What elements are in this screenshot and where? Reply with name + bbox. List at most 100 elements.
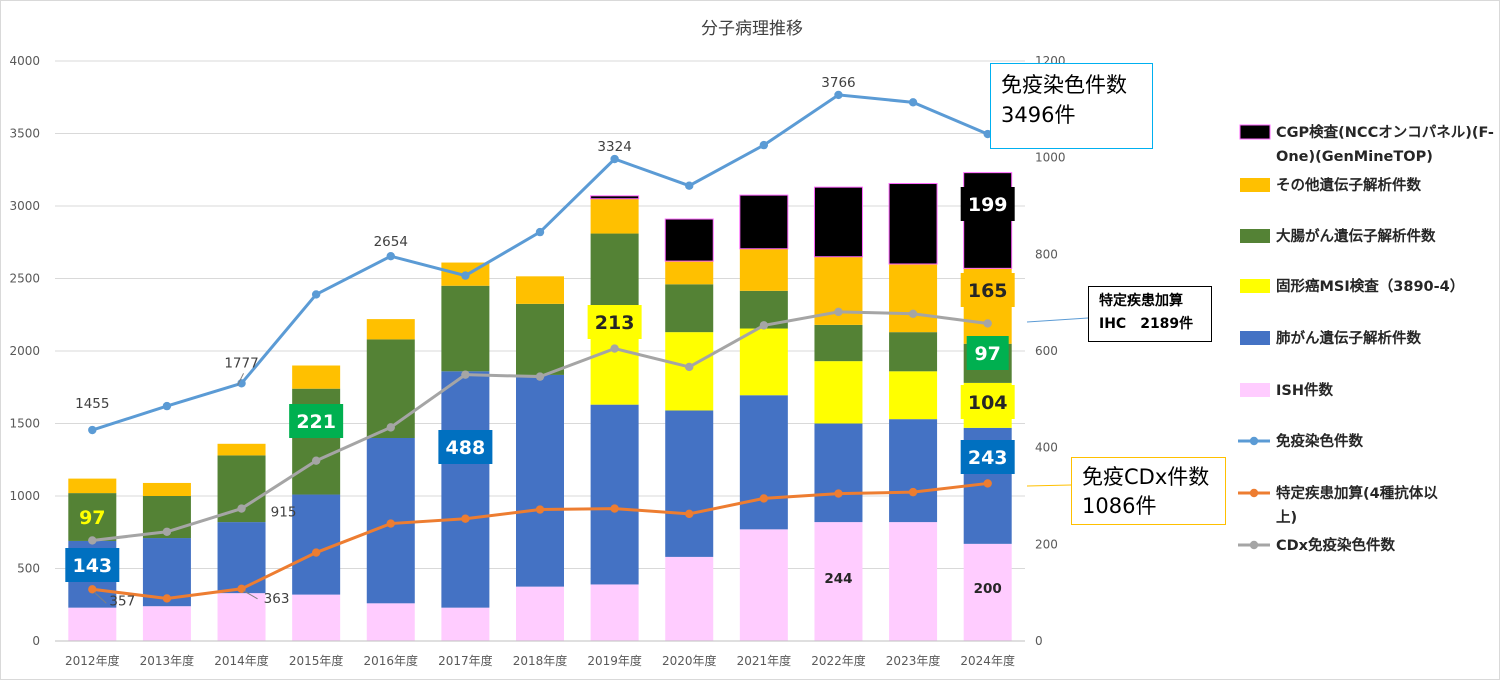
series-point [610, 154, 619, 164]
series-point [162, 527, 172, 536]
y-left-tick-label: 3500 [9, 127, 40, 141]
legend-label: 大腸がん遺伝子解析件数 [1276, 227, 1436, 245]
y-left-tick-label: 4000 [9, 54, 40, 68]
series-point [759, 321, 769, 330]
bar-segment [292, 494, 341, 595]
y-left-tick-label: 1500 [9, 417, 40, 431]
bar-segment [889, 371, 938, 420]
series-point [908, 98, 918, 107]
series-point [461, 370, 470, 379]
bar-segment [889, 264, 938, 333]
data-label: 3324 [597, 139, 631, 155]
series-point [685, 509, 694, 519]
callout-immuno-line2: 3496件 [1001, 103, 1076, 127]
legend-swatch [1240, 229, 1270, 243]
legend-swatch [1240, 178, 1270, 192]
bar-segment [888, 183, 938, 265]
callout-immuno-count: 免疫染色件数 3496件 [990, 63, 1153, 149]
callout-tokutei-line1: 特定疾患加算 [1099, 293, 1183, 309]
series-point [983, 129, 992, 139]
bar-segment [142, 482, 191, 496]
bar-segment [68, 607, 117, 641]
series-point [908, 487, 918, 497]
legend-swatch [1240, 279, 1270, 293]
callout-connector [1026, 484, 1072, 487]
bar-segment [739, 529, 788, 641]
series-point [237, 504, 246, 513]
bar-segment [813, 186, 863, 258]
y-left-tick-label: 0 [32, 634, 40, 648]
boxed-label-bg [587, 305, 642, 339]
data-label: 1455 [75, 396, 109, 412]
boxed-label-bg [960, 187, 1015, 221]
bar-segment [889, 522, 938, 641]
bar-segment [814, 522, 863, 641]
bar-segment [142, 606, 191, 641]
x-tick-label: 2023年度 [886, 653, 941, 668]
callout-cdx-count: 免疫CDx件数 1086件 [1071, 457, 1226, 525]
callout-connectors [1026, 317, 1089, 487]
bar-segment [590, 195, 640, 200]
series-point [834, 307, 843, 317]
boxed-label: 199 [968, 194, 1008, 216]
bar-segment [590, 404, 639, 585]
legend-label: 固形癌MSI検査（3890-4） [1276, 277, 1464, 295]
bar-segment [665, 556, 714, 641]
legend-marker [1249, 436, 1259, 446]
bar-segment [441, 371, 490, 608]
x-tick-label: 2013年度 [140, 653, 195, 668]
series-point [834, 90, 843, 100]
x-tick-label: 2019年度 [587, 653, 642, 668]
series-point [610, 504, 619, 513]
legend-label: 上) [1276, 509, 1297, 526]
bar-segment [739, 194, 789, 250]
y-right-tick-label: 600 [1035, 344, 1058, 358]
leader-line [237, 373, 244, 386]
series-point [162, 401, 172, 411]
callout-connector [1026, 317, 1089, 323]
bar-segment [665, 332, 714, 411]
labels-group: 1455 1777 2654 3324 3766 357 363 915 143 97 221 488… [65, 75, 1015, 609]
bar-segment [217, 593, 266, 641]
y-left-tick-label: 2500 [9, 272, 40, 286]
series-point [461, 514, 470, 523]
bar-segment [665, 261, 714, 285]
bar-segment [590, 332, 639, 405]
bar-segment [665, 284, 714, 333]
bar-segment [963, 543, 1012, 641]
bar-segment [366, 319, 415, 340]
series-point [386, 423, 395, 432]
y-left-tick-label: 1000 [9, 489, 40, 503]
series-point [162, 594, 172, 603]
x-tick-label: 2021年度 [737, 653, 792, 668]
axes-group: 0 500 1000 1500 2000 2500 3000 3500 4000 0 200 400 6… [9, 54, 1065, 668]
boxed-label-bg [960, 273, 1015, 307]
bar-segment [217, 443, 266, 456]
y-right-tick-label: 0 [1035, 634, 1043, 648]
series-point [610, 344, 619, 353]
legend-label: ISH件数 [1276, 381, 1333, 399]
y-right-tick-label: 200 [1035, 537, 1058, 551]
data-label: 1777 [224, 355, 258, 371]
legend: CGP検査(NCCオンコパネル)(F- One)(GenMineTOP) その他遺伝… [1238, 123, 1494, 554]
series-point [386, 519, 395, 528]
x-tick-label: 2022年度 [811, 653, 866, 668]
legend-label: その他遺伝子解析件数 [1276, 176, 1421, 194]
bar-segment [814, 361, 863, 424]
boxed-label-bg [438, 430, 493, 464]
x-tick-label: 2017年度 [438, 653, 493, 668]
boxed-label-bg [71, 500, 114, 534]
bar-segment [516, 303, 564, 375]
lines-group [88, 90, 992, 603]
callout-tokutei-ihc: 特定疾患加算 IHC 2189件 [1088, 286, 1212, 342]
data-label: 357 [109, 593, 135, 609]
series-point [386, 251, 395, 261]
bar-segment [366, 603, 415, 641]
data-label: 2654 [374, 234, 408, 250]
boxed-label: 97 [79, 507, 105, 529]
series-point [834, 489, 843, 498]
boxed-label: 143 [72, 555, 112, 577]
bar-segment [217, 522, 266, 594]
legend-label: 特定疾患加算(4種抗体以 [1276, 484, 1438, 502]
